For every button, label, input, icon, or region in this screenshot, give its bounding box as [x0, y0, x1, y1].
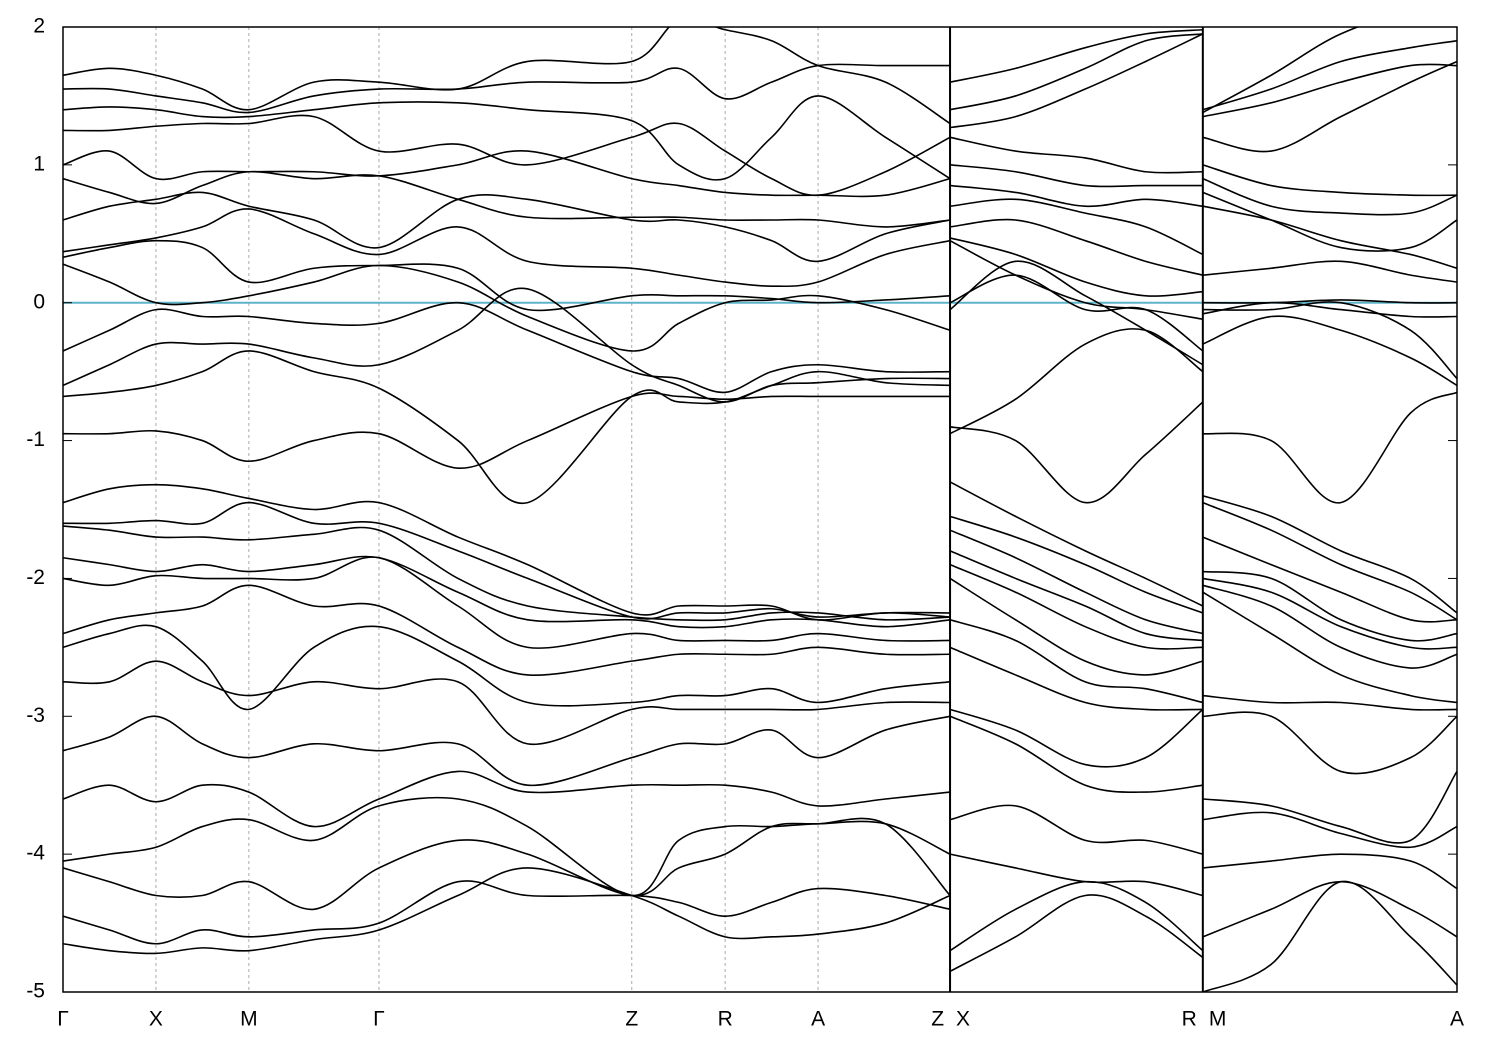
- band-line: [63, 591, 1457, 711]
- band-line: [63, 315, 1457, 505]
- band-line: [63, 715, 1457, 844]
- y-tick-label: -1: [26, 428, 45, 451]
- y-tick-label: 0: [33, 290, 45, 313]
- band-line: [63, 550, 1457, 642]
- x-tick-label: X: [956, 1008, 970, 1031]
- band-line: [63, 237, 1457, 312]
- band-line: [63, 191, 1457, 263]
- band-line: [63, 239, 1457, 352]
- band-line: [63, 150, 1457, 198]
- band-line: [63, 205, 1457, 288]
- x-tick-label: R: [718, 1008, 733, 1031]
- band-line: [63, 646, 1457, 746]
- y-tick-label: -4: [26, 842, 45, 865]
- band-line: [63, 60, 1457, 196]
- x-tick-label: M: [240, 1008, 258, 1031]
- band-line: [63, 796, 1457, 897]
- plot-frame: [62, 26, 1458, 993]
- band-line: [63, 170, 1457, 228]
- band-layer: [63, 27, 1457, 992]
- y-tick-label: 1: [33, 152, 45, 175]
- x-tick-label: A: [1450, 1008, 1464, 1031]
- y-tick-label: -3: [26, 704, 45, 727]
- band-line: [63, 501, 1457, 621]
- x-tick-label: X: [149, 1008, 163, 1031]
- band-line: [63, 867, 1457, 992]
- band-line: [63, 391, 1457, 504]
- band-line: [63, 708, 1457, 787]
- band-line: [63, 525, 1457, 635]
- band-line: [63, 274, 1457, 394]
- band-line: [63, 33, 1457, 114]
- band-line: [63, 33, 1457, 181]
- band-line: [63, 27, 1457, 125]
- band-line: [63, 556, 1457, 650]
- y-tick-label: -5: [26, 980, 45, 1003]
- x-tick-label: Z: [625, 1008, 638, 1031]
- x-tick-label: M: [1209, 1008, 1227, 1031]
- x-tick-label: Γ: [57, 1008, 69, 1031]
- y-tick-label: 2: [33, 15, 45, 38]
- band-line: [63, 260, 1457, 403]
- band-line: [63, 577, 1457, 677]
- x-tick-label: A: [811, 1008, 825, 1031]
- x-tick-label: Z: [931, 1008, 944, 1031]
- x-tick-label: R: [1182, 1008, 1197, 1031]
- x-tick-label: Γ: [373, 1008, 385, 1031]
- band-line: [63, 481, 1457, 621]
- band-line: [63, 820, 1457, 911]
- y-tick-label: -2: [26, 566, 45, 589]
